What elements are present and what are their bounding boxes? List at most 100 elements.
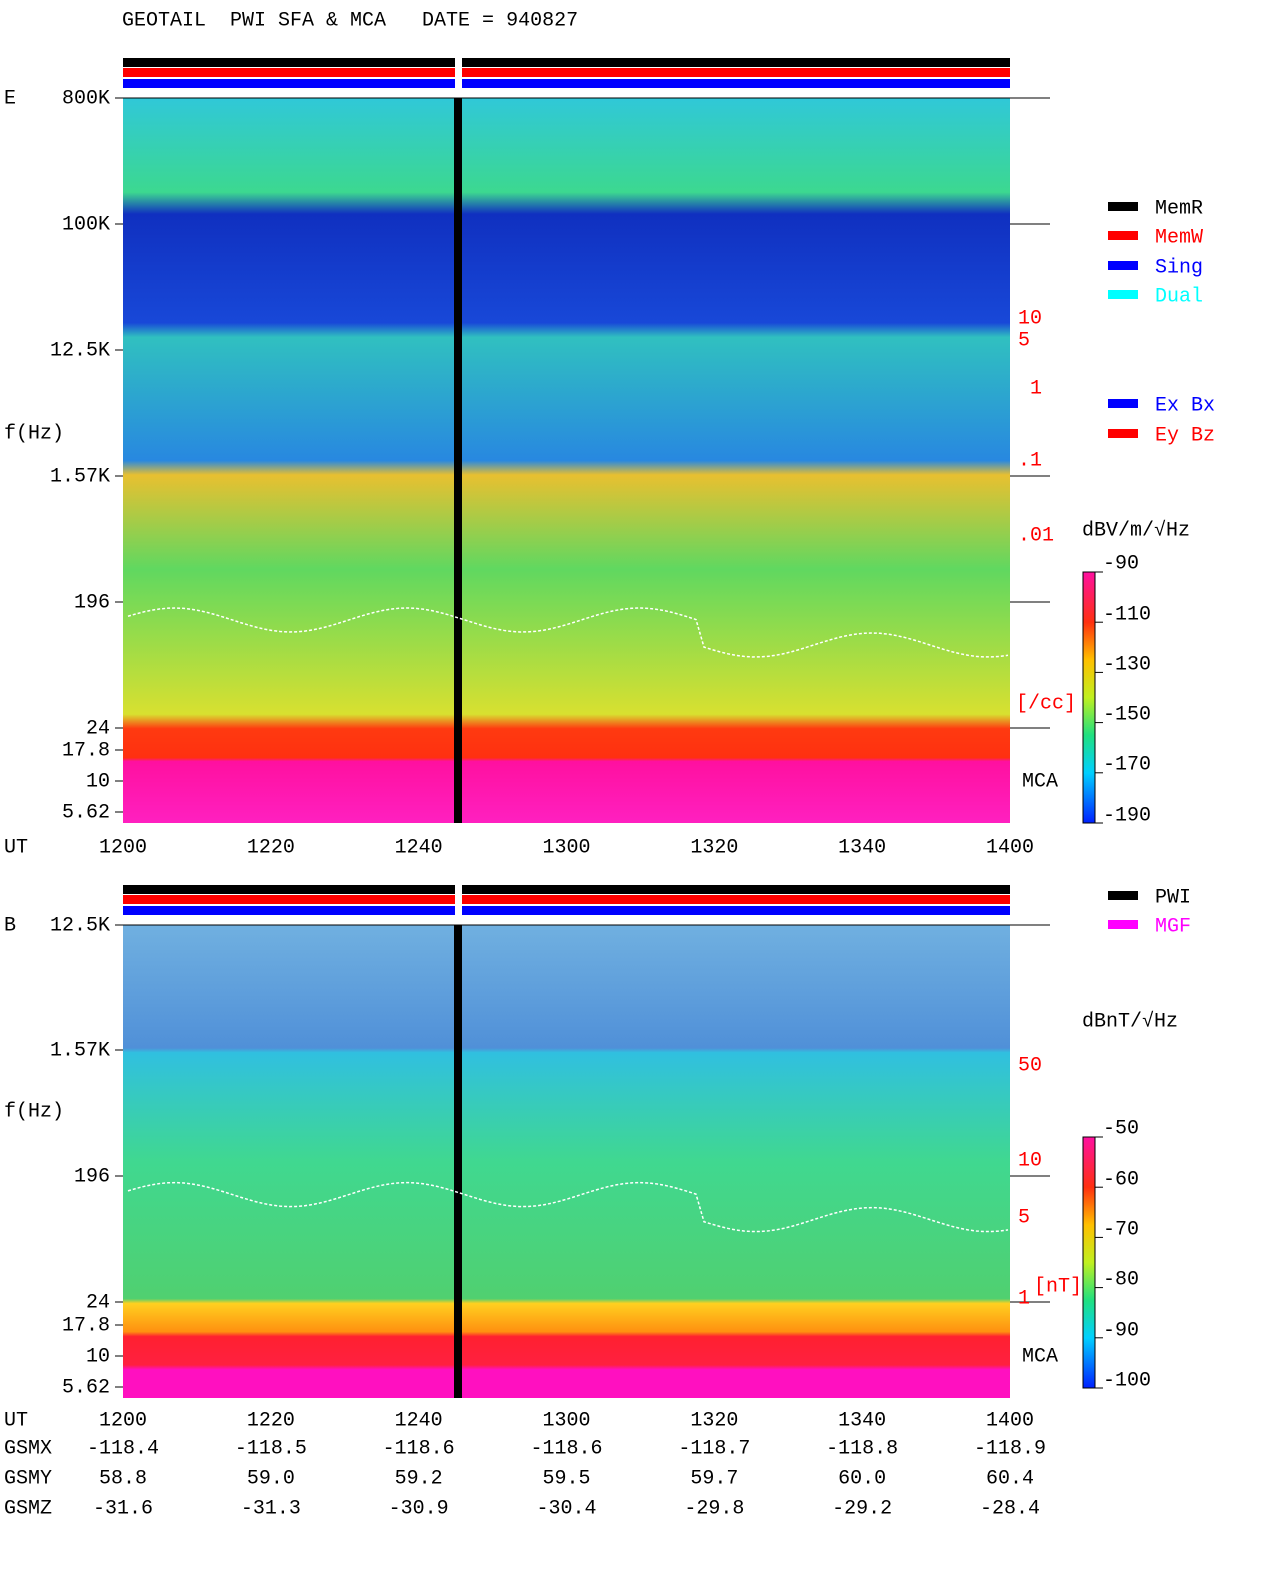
colorbar-unit: dBnT/√Hz (1082, 1009, 1178, 1033)
y-tick-label: 800K (62, 87, 110, 110)
orbit-value: 59.7 (690, 1467, 738, 1490)
y-axis-label: f(Hz) (4, 422, 64, 445)
orbit-value: -30.4 (536, 1497, 596, 1520)
orbit-value: -118.5 (235, 1437, 307, 1460)
x-tick-label: 1300 (542, 1409, 590, 1432)
title: GEOTAIL PWI SFA & MCA DATE = 940827 (122, 9, 578, 32)
orbit-value: -118.9 (974, 1437, 1046, 1460)
colorbar-tick-label: -150 (1103, 703, 1151, 726)
colorbar-tick-label: -90 (1103, 1319, 1139, 1342)
legend-swatch (1108, 920, 1138, 929)
legend-label: Ey Bz (1155, 424, 1215, 447)
x-tick-label: 1340 (838, 836, 886, 859)
y-tick-label: 196 (74, 1165, 110, 1188)
orbit-value: -118.4 (87, 1437, 159, 1460)
legend-swatch (1108, 261, 1138, 270)
panel-label: E (4, 87, 16, 110)
y-tick-label: 5.62 (62, 1376, 110, 1399)
y-axis-label: f(Hz) (4, 1100, 64, 1123)
orbit-value: -118.6 (530, 1437, 602, 1460)
side-scale-label: .1 (1018, 449, 1042, 472)
colorbar-tick-label: -110 (1103, 603, 1151, 626)
legend-swatch (1108, 891, 1138, 900)
status-bar (123, 885, 1010, 894)
orbit-value: -118.6 (383, 1437, 455, 1460)
x-tick-label: 1240 (395, 836, 443, 859)
side-scale-label: 1 (1018, 1287, 1030, 1310)
colorbar-tick-label: -190 (1103, 804, 1151, 827)
legend-label: PWI (1155, 886, 1191, 909)
side-scale-label: .01 (1018, 524, 1054, 547)
y-tick-label: 17.8 (62, 1314, 110, 1337)
mca-label: MCA (1022, 1345, 1058, 1368)
data-gap (454, 925, 462, 1398)
legend-label: MGF (1155, 915, 1191, 938)
x-tick-label: 1400 (986, 1409, 1034, 1432)
orbit-value: -118.8 (826, 1437, 898, 1460)
y-tick-label: 1.57K (50, 1039, 110, 1062)
x-tick-label: 1240 (395, 1409, 443, 1432)
colorbar-tick-label: -100 (1103, 1369, 1151, 1392)
colorbar (1082, 571, 1096, 824)
legend-swatch (1108, 429, 1138, 438)
side-scale-label: 5 (1018, 1206, 1030, 1229)
x-tick-label: 1320 (690, 1409, 738, 1432)
orbit-value: 59.0 (247, 1467, 295, 1490)
x-tick-label: 1300 (542, 836, 590, 859)
y-tick-label: 12.5K (50, 339, 110, 362)
orbit-row-label: GSMY (4, 1467, 52, 1490)
legend-swatch (1108, 231, 1138, 240)
orbit-value: -31.3 (241, 1497, 301, 1520)
y-tick-label: 1.57K (50, 465, 110, 488)
orbit-value: 59.5 (542, 1467, 590, 1490)
orbit-row-label: GSMX (4, 1437, 52, 1460)
status-bar (123, 906, 1010, 915)
status-bar (123, 58, 1010, 67)
y-tick-label: 24 (86, 717, 110, 740)
side-scale-label: [/cc] (1016, 692, 1076, 715)
y-tick-label: 10 (86, 770, 110, 793)
legend-label: MemR (1155, 197, 1203, 220)
side-scale-label: 50 (1018, 1054, 1042, 1077)
colorbar-tick-label: -170 (1103, 753, 1151, 776)
legend-swatch (1108, 202, 1138, 211)
spectrogram (123, 925, 1010, 1398)
orbit-value: 60.4 (986, 1467, 1034, 1490)
x-axis-label: UT (4, 1409, 28, 1432)
orbit-value: 59.2 (395, 1467, 443, 1490)
orbit-value: 58.8 (99, 1467, 147, 1490)
x-tick-label: 1340 (838, 1409, 886, 1432)
x-tick-label: 1320 (690, 836, 738, 859)
orbit-value: -29.2 (832, 1497, 892, 1520)
y-tick-label: 5.62 (62, 801, 110, 824)
colorbar-tick-label: -80 (1103, 1268, 1139, 1291)
colorbar-unit: dBV/m/√Hz (1082, 518, 1190, 542)
status-bar (123, 68, 1010, 77)
x-axis-label: UT (4, 836, 28, 859)
colorbar-tick-label: -90 (1103, 552, 1139, 575)
legend-label: Sing (1155, 256, 1203, 279)
spectrogram (123, 98, 1010, 823)
x-tick-label: 1200 (99, 1409, 147, 1432)
colorbar (1082, 1136, 1096, 1389)
y-tick-label: 196 (74, 591, 110, 614)
legend-label: MemW (1155, 226, 1203, 249)
side-scale-label: 1 (1030, 377, 1042, 400)
status-bar (123, 79, 1010, 88)
orbit-value: -30.9 (389, 1497, 449, 1520)
side-scale-label: 10 (1018, 1149, 1042, 1172)
side-scale-label: 10 (1018, 307, 1042, 330)
colorbar-tick-label: -70 (1103, 1218, 1139, 1241)
orbit-row-label: GSMZ (4, 1497, 52, 1520)
data-gap (454, 98, 462, 823)
x-tick-label: 1220 (247, 1409, 295, 1432)
x-tick-label: 1400 (986, 836, 1034, 859)
legend-label: Dual (1155, 285, 1203, 308)
status-bar (123, 895, 1010, 904)
y-tick-label: 24 (86, 1291, 110, 1314)
x-tick-label: 1220 (247, 836, 295, 859)
legend-label: Ex Bx (1155, 394, 1215, 417)
status-gap (455, 58, 462, 88)
